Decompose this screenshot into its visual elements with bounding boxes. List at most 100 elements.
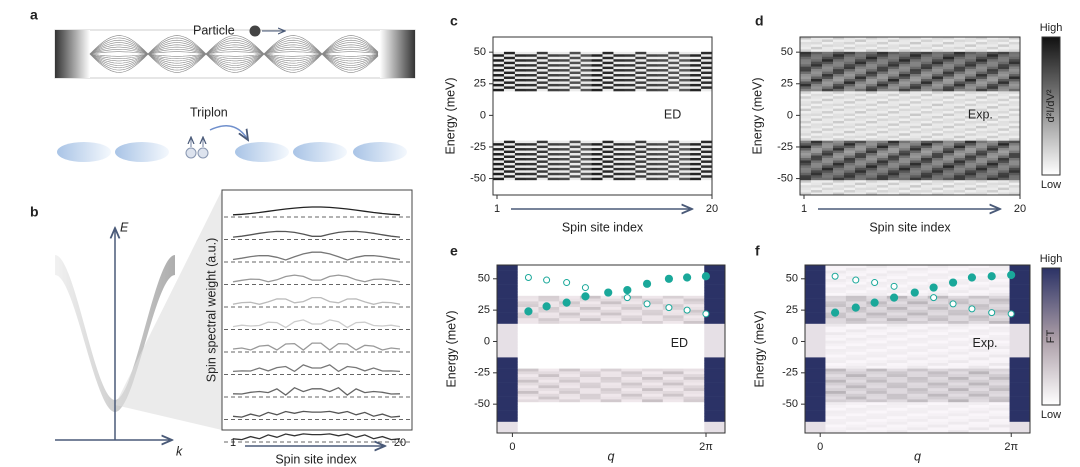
heat-cell bbox=[976, 165, 988, 169]
x-axis-label: Spin site index bbox=[562, 220, 644, 234]
heat-cell bbox=[822, 54, 834, 58]
heat-cell bbox=[866, 51, 878, 55]
heat-cell bbox=[888, 145, 900, 149]
inset-xlabel: Spin site index bbox=[275, 452, 357, 466]
heat-cell bbox=[968, 365, 990, 369]
heat-cell bbox=[845, 402, 867, 406]
heat-cell bbox=[679, 111, 691, 114]
heat-cell bbox=[943, 145, 955, 149]
heat-cell bbox=[954, 108, 966, 112]
heat-cell bbox=[624, 123, 636, 127]
heat-cell bbox=[910, 96, 922, 100]
heat-cell bbox=[679, 74, 691, 77]
heat-cell bbox=[899, 41, 911, 45]
heat-cell bbox=[558, 88, 570, 92]
heat-cell bbox=[624, 81, 636, 85]
heat-cell bbox=[683, 413, 705, 417]
heat-cell bbox=[921, 78, 933, 82]
heat-cell bbox=[657, 143, 669, 146]
heat-cell bbox=[569, 49, 581, 53]
heat-cell bbox=[536, 187, 549, 191]
x-tick-label: 2π bbox=[699, 441, 713, 453]
heat-cell bbox=[910, 93, 922, 97]
heat-cell bbox=[679, 172, 691, 176]
heat-cell bbox=[888, 78, 900, 82]
heat-cell bbox=[613, 138, 625, 141]
heat-cell bbox=[844, 185, 856, 188]
heat-cell bbox=[1009, 106, 1021, 109]
x-tick-label: 1 bbox=[230, 437, 236, 449]
heat-cell bbox=[683, 368, 705, 372]
heat-cell bbox=[866, 430, 888, 434]
filled-point bbox=[581, 292, 590, 301]
heat-cell bbox=[591, 49, 603, 53]
heat-cell bbox=[600, 379, 622, 383]
heat-cell bbox=[998, 138, 1010, 141]
heat-cell bbox=[579, 332, 601, 336]
heat-cell bbox=[624, 185, 636, 188]
heat-cell bbox=[547, 150, 559, 154]
heat-cell bbox=[704, 393, 726, 397]
heat-cell bbox=[683, 427, 705, 431]
heat-cell bbox=[805, 382, 826, 386]
heat-cell bbox=[602, 93, 614, 97]
heat-cell bbox=[602, 37, 614, 40]
heat-cell bbox=[948, 416, 969, 420]
heat-cell bbox=[989, 410, 1010, 414]
heat-cell bbox=[497, 273, 519, 277]
heat-cell bbox=[657, 123, 669, 127]
heat-cell bbox=[968, 304, 990, 308]
heat-cell bbox=[833, 44, 845, 48]
axis-label: k bbox=[176, 444, 183, 458]
heat-cell bbox=[690, 44, 702, 48]
heat-cell bbox=[965, 88, 977, 92]
heat-cell bbox=[899, 185, 911, 188]
heat-cell bbox=[968, 315, 990, 319]
heat-cell bbox=[701, 83, 713, 87]
heat-cell bbox=[954, 162, 966, 166]
heat-cell bbox=[525, 88, 538, 92]
heat-cell bbox=[954, 150, 966, 154]
heat-cell bbox=[855, 187, 867, 191]
heat-cell bbox=[888, 49, 900, 53]
heat-cell bbox=[899, 96, 911, 100]
heat-cell bbox=[822, 135, 834, 139]
heat-cell bbox=[668, 88, 680, 92]
plot-frame bbox=[496, 264, 726, 434]
heat-cell bbox=[497, 377, 519, 381]
heat-cell bbox=[965, 69, 977, 72]
heat-cell bbox=[822, 39, 834, 43]
heat-cell bbox=[704, 284, 726, 288]
heat-cell bbox=[888, 39, 900, 43]
heat-cell bbox=[833, 170, 845, 174]
heat-cell bbox=[855, 101, 867, 104]
x-tick-label: 1 bbox=[494, 203, 500, 215]
heat-cell bbox=[899, 143, 911, 146]
heat-cell bbox=[558, 130, 570, 134]
heat-cell bbox=[976, 116, 988, 119]
heat-cell bbox=[965, 54, 977, 58]
heat-cell bbox=[613, 113, 625, 117]
heat-cell bbox=[679, 69, 691, 72]
heat-cell bbox=[976, 120, 988, 124]
heat-cell bbox=[954, 113, 966, 117]
heat-cell bbox=[683, 335, 705, 339]
heat-cell bbox=[690, 83, 702, 87]
heat-cell bbox=[668, 167, 680, 171]
heat-cell bbox=[580, 172, 592, 176]
heat-cell bbox=[989, 332, 1010, 336]
heat-cell bbox=[866, 290, 888, 294]
heat-cell bbox=[525, 177, 538, 181]
heat-cell bbox=[642, 335, 664, 339]
heat-cell bbox=[559, 284, 581, 288]
heat-cell bbox=[976, 91, 988, 95]
heat-cell bbox=[886, 273, 908, 277]
heat-cell bbox=[668, 157, 680, 161]
heat-cell bbox=[547, 140, 559, 144]
heat-cell bbox=[811, 83, 823, 87]
heat-cell bbox=[948, 304, 969, 308]
heat-cell bbox=[811, 172, 823, 176]
heat-cell bbox=[558, 64, 570, 67]
heat-cell bbox=[845, 340, 867, 344]
heat-cell bbox=[907, 346, 929, 350]
